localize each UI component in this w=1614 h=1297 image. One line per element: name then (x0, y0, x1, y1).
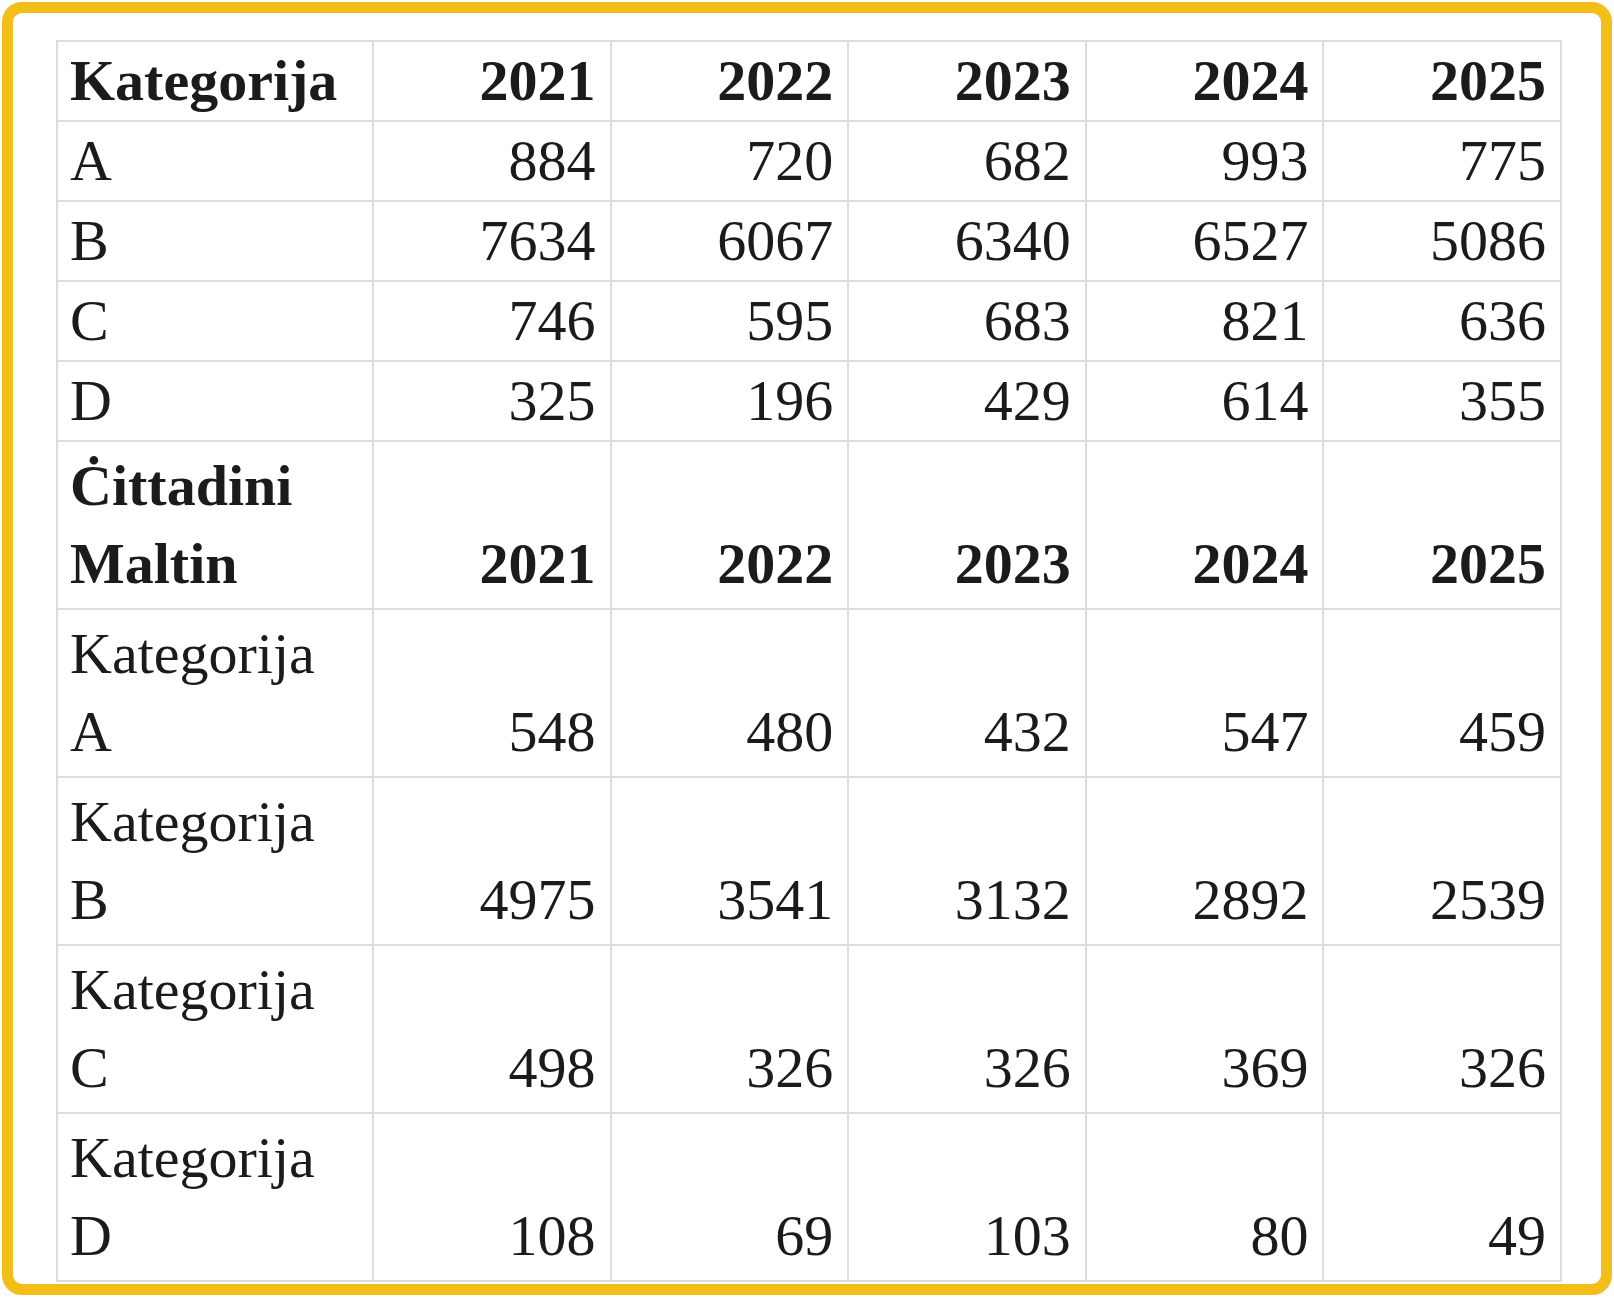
value-cell: 355 (1323, 361, 1561, 441)
row-label: Kategorija B (57, 777, 373, 945)
value-cell: 614 (1086, 361, 1324, 441)
value-cell: 821 (1086, 281, 1324, 361)
value-cell: 326 (1323, 945, 1561, 1113)
value-cell: 720 (611, 121, 849, 201)
value-cell: 325 (373, 361, 611, 441)
table-row: D 325 196 429 614 355 (57, 361, 1561, 441)
value-cell: 746 (373, 281, 611, 361)
value-cell: 547 (1086, 609, 1324, 777)
row-label: A (57, 121, 373, 201)
value-cell: 3541 (611, 777, 849, 945)
year-header: 2024 (1086, 441, 1324, 609)
year-header: 2023 (848, 441, 1086, 609)
value-cell: 498 (373, 945, 611, 1113)
value-cell: 326 (611, 945, 849, 1113)
value-cell: 4975 (373, 777, 611, 945)
value-cell: 480 (611, 609, 849, 777)
section-title: Kategorija (57, 41, 373, 121)
data-table: Kategorija 2021 2022 2023 2024 2025 A 88… (56, 40, 1562, 1282)
value-cell: 432 (848, 609, 1086, 777)
value-cell: 80 (1086, 1113, 1324, 1281)
value-cell: 2892 (1086, 777, 1324, 945)
value-cell: 459 (1323, 609, 1561, 777)
row-label: Kategorija D (57, 1113, 373, 1281)
year-header: 2023 (848, 41, 1086, 121)
value-cell: 7634 (373, 201, 611, 281)
year-header: 2024 (1086, 41, 1324, 121)
value-cell: 326 (848, 945, 1086, 1113)
value-cell: 369 (1086, 945, 1324, 1113)
row-label: Kategorija A (57, 609, 373, 777)
value-cell: 595 (611, 281, 849, 361)
row-label: D (57, 361, 373, 441)
value-cell: 5086 (1323, 201, 1561, 281)
table-row: C 746 595 683 821 636 (57, 281, 1561, 361)
row-label: C (57, 281, 373, 361)
table-row: Kategorija B 4975 3541 3132 2892 2539 (57, 777, 1561, 945)
highlight-frame: Kategorija 2021 2022 2023 2024 2025 A 88… (2, 2, 1612, 1295)
value-cell: 884 (373, 121, 611, 201)
value-cell: 682 (848, 121, 1086, 201)
value-cell: 196 (611, 361, 849, 441)
value-cell: 6527 (1086, 201, 1324, 281)
table1-header-row: Kategorija 2021 2022 2023 2024 2025 (57, 41, 1561, 121)
section-title: Ċittadini Maltin (57, 441, 373, 609)
table-row: Kategorija D 108 69 103 80 49 (57, 1113, 1561, 1281)
value-cell: 636 (1323, 281, 1561, 361)
year-header: 2025 (1323, 441, 1561, 609)
table-row: Kategorija C 498 326 326 369 326 (57, 945, 1561, 1113)
year-header: 2022 (611, 441, 849, 609)
value-cell: 2539 (1323, 777, 1561, 945)
value-cell: 6340 (848, 201, 1086, 281)
year-header: 2021 (373, 441, 611, 609)
year-header: 2022 (611, 41, 849, 121)
value-cell: 3132 (848, 777, 1086, 945)
value-cell: 775 (1323, 121, 1561, 201)
table-row: Kategorija A 548 480 432 547 459 (57, 609, 1561, 777)
value-cell: 6067 (611, 201, 849, 281)
value-cell: 49 (1323, 1113, 1561, 1281)
value-cell: 108 (373, 1113, 611, 1281)
year-header: 2025 (1323, 41, 1561, 121)
value-cell: 103 (848, 1113, 1086, 1281)
value-cell: 993 (1086, 121, 1324, 201)
value-cell: 69 (611, 1113, 849, 1281)
table-row: B 7634 6067 6340 6527 5086 (57, 201, 1561, 281)
value-cell: 683 (848, 281, 1086, 361)
row-label: Kategorija C (57, 945, 373, 1113)
table2-header-row: Ċittadini Maltin 2021 2022 2023 2024 202… (57, 441, 1561, 609)
row-label: B (57, 201, 373, 281)
table-row: A 884 720 682 993 775 (57, 121, 1561, 201)
value-cell: 548 (373, 609, 611, 777)
value-cell: 429 (848, 361, 1086, 441)
year-header: 2021 (373, 41, 611, 121)
